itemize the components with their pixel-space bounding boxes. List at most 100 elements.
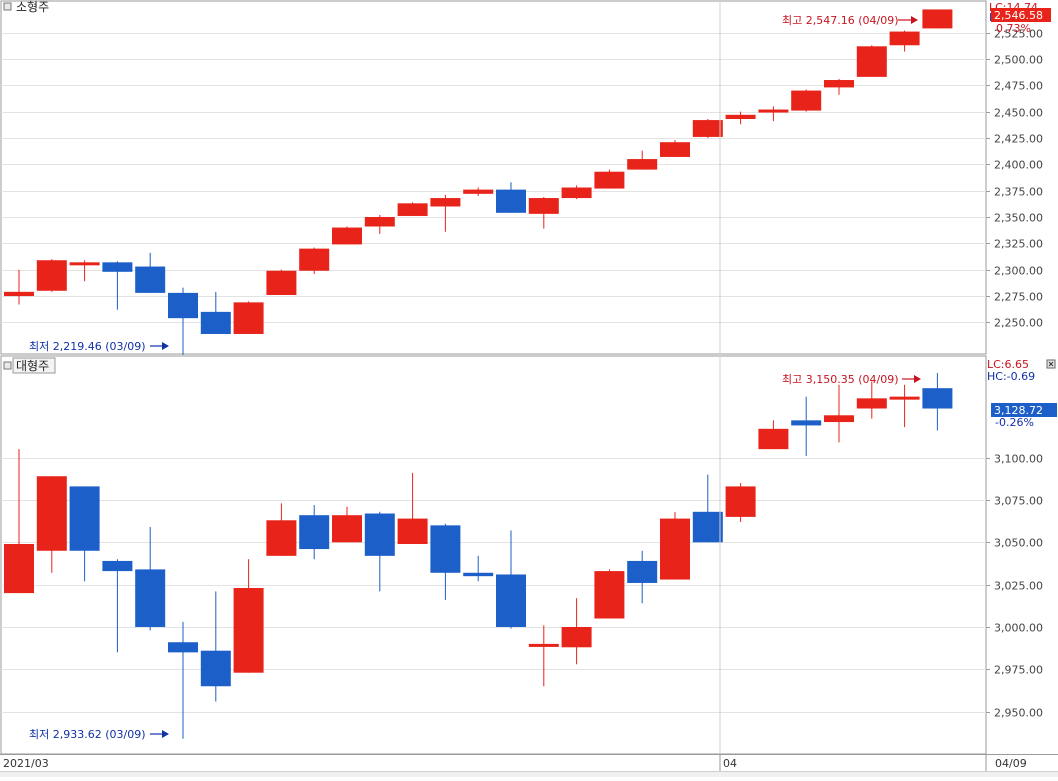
candle-body <box>660 518 690 580</box>
y-tick-label: 2,450.00 <box>994 107 1043 120</box>
panel-small-cap-collapse-icon[interactable] <box>3 2 12 11</box>
time-axis-label-start: 2021/03 <box>3 757 49 770</box>
candle <box>561 185 592 200</box>
panel-large-cap-low-arrow <box>150 730 169 738</box>
candle <box>725 111 756 125</box>
y-tick-label: 3,075.00 <box>994 495 1043 508</box>
candle-body <box>200 311 231 334</box>
candle <box>496 530 526 629</box>
candle-body <box>397 203 428 216</box>
candle-body <box>725 114 756 120</box>
candle-body <box>135 569 166 627</box>
candle <box>299 505 330 560</box>
panel-large-cap-last-price-badge <box>991 403 1057 417</box>
y-tick-label: 3,100.00 <box>994 453 1043 466</box>
candle-body <box>168 642 198 653</box>
candle-body <box>561 626 592 648</box>
candle <box>627 150 658 170</box>
candle-body <box>364 513 395 556</box>
panel-small-cap-last-price: 2,546.58 <box>994 9 1043 22</box>
panel-large-cap-close-icon[interactable] <box>1046 359 1056 369</box>
candle <box>856 45 887 77</box>
y-tick-label: 2,350.00 <box>994 212 1043 225</box>
candle-body <box>463 572 494 577</box>
time-axis-label-month: 04 <box>723 757 737 770</box>
candle-body <box>36 260 67 291</box>
y-tick-label: 2,950.00 <box>994 707 1043 720</box>
panel-small-cap-high-arrow <box>898 16 918 24</box>
candle-body <box>266 270 297 295</box>
candle <box>397 202 428 216</box>
candle <box>430 194 461 232</box>
candle-body <box>922 388 953 409</box>
panel-small-cap-last-price-badge <box>991 8 1051 22</box>
y-tick-label: 2,300.00 <box>994 265 1043 278</box>
candle-body <box>856 46 887 77</box>
panel-large-cap-lc-label: LC:6.65 <box>987 358 1029 371</box>
candle-body <box>496 574 526 627</box>
candle <box>200 291 231 334</box>
candle <box>692 474 723 543</box>
candle-body <box>758 428 789 450</box>
candle <box>758 420 789 450</box>
candle <box>889 30 920 52</box>
candle-body <box>36 476 67 551</box>
candle <box>332 506 362 543</box>
candle-body <box>299 515 330 550</box>
panel-small-cap-low-arrow <box>150 342 169 350</box>
candle <box>692 119 723 138</box>
candle-body <box>332 227 362 245</box>
panel-large-cap-high-annotation: 최고 3,150.35 (04/09) <box>782 373 899 386</box>
candle-body <box>430 198 461 207</box>
candle <box>561 598 592 665</box>
candle <box>233 301 264 334</box>
panel-small-cap-low-annotation: 최저 2,219.46 (03/09) <box>29 340 146 353</box>
candle-body <box>889 31 920 46</box>
candle <box>102 261 133 310</box>
panel-large-cap-high-arrow <box>902 375 921 383</box>
candle-body <box>200 650 231 687</box>
candle <box>856 381 887 419</box>
candle <box>364 214 395 234</box>
candle-body <box>364 217 395 227</box>
y-tick-label: 2,250.00 <box>994 317 1043 330</box>
candle <box>791 89 822 112</box>
candle-body <box>266 520 297 556</box>
candle-body <box>528 198 559 214</box>
candle-body <box>725 486 756 517</box>
candle <box>463 187 494 196</box>
candle <box>889 384 920 428</box>
y-tick-label: 2,525.00 <box>994 28 1043 41</box>
candle-body <box>692 511 723 543</box>
candle-body <box>135 266 166 293</box>
candle-body <box>758 109 789 113</box>
candle <box>266 269 297 295</box>
y-tick-label: 2,475.00 <box>994 80 1043 93</box>
candle-body <box>102 560 133 572</box>
panel-large-cap-collapse-icon[interactable] <box>3 361 12 370</box>
candle <box>791 396 822 456</box>
panel-large-cap-hc-label: HC:-0.69 <box>987 370 1035 383</box>
panel-large-cap-last-price: 3,128.72 <box>994 404 1043 417</box>
scrollbar-track[interactable] <box>0 772 1058 777</box>
panel-large-cap-candles <box>4 372 953 739</box>
candle-body <box>69 486 100 551</box>
candle <box>430 523 461 600</box>
panel-small-cap-high-annotation: 최고 2,547.16 (04/09) <box>782 14 899 27</box>
candle <box>266 503 297 556</box>
candle <box>4 269 34 305</box>
panel-large-cap-plot-area <box>0 355 987 755</box>
panel-large-cap-y-axis: 2,950.00 2,975.00 3,000.00 3,025.00 3,050.00… <box>986 453 1043 720</box>
candle <box>660 511 690 580</box>
y-tick-label: 2,500.00 <box>994 54 1043 67</box>
candle-body <box>496 189 526 213</box>
y-tick-label: 2,425.00 <box>994 133 1043 146</box>
panel-small-cap-plot-area <box>0 0 987 355</box>
candle-body <box>299 248 330 271</box>
candle-body <box>824 80 854 88</box>
time-axis: 2021/03 04 04/09 <box>0 754 1058 777</box>
candle <box>168 287 198 356</box>
candle-body <box>856 398 887 409</box>
